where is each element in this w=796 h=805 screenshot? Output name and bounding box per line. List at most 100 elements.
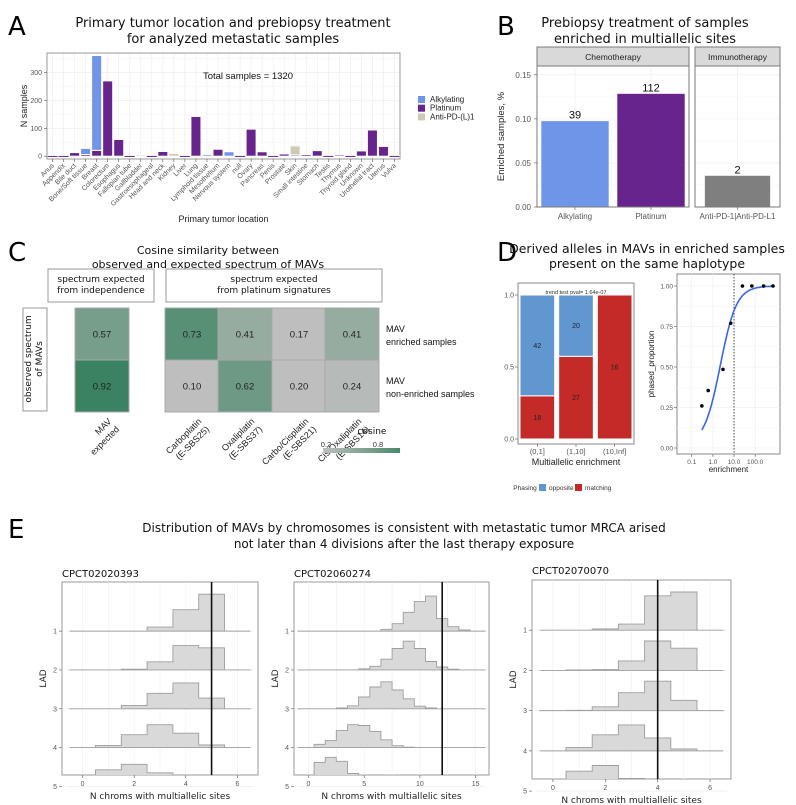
histogram-lad-5 bbox=[95, 763, 174, 775]
bar-matching bbox=[558, 355, 594, 440]
bar-platinum bbox=[377, 145, 389, 157]
y-axis-title: LAD bbox=[509, 670, 519, 688]
y-tick-label: 4 bbox=[285, 745, 289, 752]
heatmap-cell-label: 0.41 bbox=[236, 330, 255, 341]
y-tick-label: 0.75 bbox=[660, 324, 673, 331]
bar-platinum bbox=[245, 128, 257, 157]
y-axis-title: phased_proportion bbox=[647, 331, 656, 398]
y-axis-title: LAD bbox=[271, 669, 281, 687]
x-tick-label: (10,Inf] bbox=[603, 447, 626, 456]
heatmap-cell bbox=[271, 359, 327, 413]
histogram-plot: CPCT02070070 1 2 3 4 5 0 2 4 6 N chroms with multi… bbox=[509, 566, 732, 805]
data-point bbox=[771, 284, 775, 288]
y-tick-label: 2 bbox=[523, 668, 527, 675]
bar-count-label: 20 bbox=[572, 323, 580, 330]
sample-title: CPCT02070070 bbox=[532, 566, 609, 577]
y-tick-label: 4 bbox=[523, 748, 527, 755]
y-tick-label: 0.0 bbox=[504, 437, 514, 444]
col-label: MAVexpected bbox=[81, 416, 122, 457]
legend-colorbar bbox=[323, 448, 400, 453]
bar-alkylating bbox=[289, 144, 301, 147]
histogram-lad-5 bbox=[565, 765, 646, 779]
legend-label: Anti-PD-(L)1 bbox=[430, 112, 475, 121]
y-tick-label: 1 bbox=[53, 629, 57, 636]
x-tick-label: 10.0 bbox=[728, 459, 741, 466]
heatmap-cell bbox=[324, 359, 380, 413]
x-tick-label: Platinum bbox=[635, 212, 666, 221]
legend-swatch bbox=[418, 113, 425, 121]
heatmap-cell-label: 0.10 bbox=[183, 382, 202, 393]
histogram-plot: CPCT02020393 1 2 3 4 5 0 2 4 6 N chroms with multi… bbox=[39, 569, 259, 802]
bar-count-label: 16 bbox=[611, 365, 619, 372]
legend-label: opposite bbox=[549, 485, 574, 492]
histogram-lad-2 bbox=[539, 640, 724, 671]
chart-a: Primary tumor location and prebiopsy tre… bbox=[19, 16, 475, 224]
heatmap-cell bbox=[271, 307, 327, 361]
x-tick-label: 1.0 bbox=[708, 459, 717, 466]
y-tick-label: 3 bbox=[523, 708, 527, 715]
bar-platinum bbox=[47, 155, 58, 157]
y-axis-title: Enriched samples, % bbox=[496, 91, 507, 181]
sample-title: CPCT02020393 bbox=[62, 569, 139, 580]
plot-area bbox=[676, 273, 781, 455]
histogram-lad-5 bbox=[313, 756, 360, 775]
x-axis-title: N chroms with multiallelic sites bbox=[561, 796, 702, 805]
bar-count-label: 27 bbox=[572, 395, 580, 402]
x-axis-title: Primary tumor location bbox=[178, 214, 268, 224]
data-point bbox=[728, 321, 733, 326]
bar-opposite bbox=[558, 294, 594, 357]
y-tick-label: 0 bbox=[38, 154, 42, 161]
x-tick-label: 4 bbox=[656, 785, 660, 792]
bar-platinum bbox=[333, 154, 345, 157]
bar-platinum bbox=[58, 155, 69, 157]
bar-antipdl bbox=[190, 114, 202, 117]
y-tick-label: 4 bbox=[53, 745, 57, 752]
y-tick-label: 0.5 bbox=[504, 365, 514, 372]
bar-alkylating bbox=[223, 151, 235, 157]
bar-platinum bbox=[135, 154, 147, 157]
bar-platinum bbox=[146, 155, 157, 157]
x-tick-label: 0 bbox=[307, 781, 311, 788]
x-axis-title: enrichment bbox=[709, 465, 749, 474]
y-axis-title: LAD bbox=[39, 669, 49, 687]
bar-platinum bbox=[366, 129, 378, 157]
x-tick-label: 5 bbox=[362, 781, 366, 788]
panel-letter-a: A bbox=[8, 12, 26, 42]
facet-label: Chemotherapy bbox=[585, 52, 642, 62]
bar-matching bbox=[519, 395, 556, 440]
bar-platinum bbox=[91, 149, 103, 157]
bar-platinum bbox=[190, 115, 202, 157]
panel-letter-b: B bbox=[497, 12, 515, 42]
y-tick-label: 1 bbox=[285, 629, 289, 636]
row-group-box bbox=[22, 307, 48, 412]
bar-count-label: 18 bbox=[533, 415, 541, 422]
x-axis-title: Multiallelic enrichment bbox=[532, 457, 621, 467]
bar-antipdl bbox=[289, 145, 301, 156]
y-tick-label: 3 bbox=[285, 706, 289, 713]
heatmap-cell bbox=[217, 359, 273, 413]
heatmap-cell-label: 0.73 bbox=[183, 330, 202, 341]
panel-letter-d: D bbox=[497, 238, 517, 268]
bar bbox=[703, 174, 772, 208]
legend-swatch bbox=[418, 96, 425, 103]
y-tick-label: 5 bbox=[285, 784, 289, 791]
x-tick-label: Anti-PD-1|Anti-PD-L1 bbox=[700, 212, 776, 221]
bar-value-label: 112 bbox=[642, 82, 660, 94]
data-point bbox=[740, 284, 745, 288]
col-label: Oxaliplatin(E-SBS37) bbox=[219, 416, 264, 461]
data-point bbox=[761, 284, 766, 288]
bar-platinum bbox=[179, 155, 190, 157]
y-tick-label: 300 bbox=[30, 70, 42, 77]
bar-platinum bbox=[256, 151, 268, 157]
bar-opposite bbox=[519, 294, 556, 397]
bar-platinum bbox=[157, 150, 169, 157]
heatmap-cell-label: 0.20 bbox=[290, 382, 309, 393]
histogram-lad-1 bbox=[539, 591, 724, 631]
row-label: MAV non-enriched samples bbox=[386, 376, 475, 399]
y-tick-label: 0.50 bbox=[660, 365, 673, 372]
annotation-total: Total samples = 1320 bbox=[203, 71, 293, 82]
x-tick-label: 0 bbox=[81, 781, 85, 788]
bar-platinum bbox=[268, 155, 279, 157]
chart-e-title: Distribution of MAVs by chromosomes is c… bbox=[142, 521, 665, 551]
